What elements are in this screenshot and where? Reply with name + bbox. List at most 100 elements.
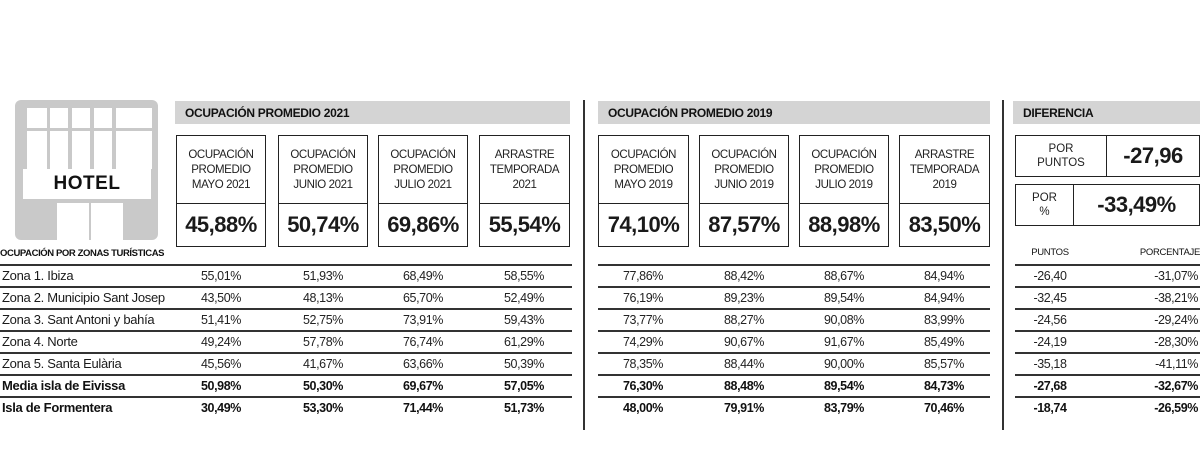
- vertical-divider: [583, 100, 585, 430]
- cell-2021: 76,74%: [403, 335, 443, 349]
- row-divider: [598, 286, 990, 288]
- diff-box-points: POR PUNTOS -27,96: [1015, 135, 1200, 177]
- diff-value: -33,49%: [1097, 192, 1176, 217]
- cell-2019: 89,23%: [724, 291, 764, 305]
- stat-value: 87,57%: [708, 212, 780, 237]
- cell-diff-percent: -29,24%: [1154, 313, 1198, 327]
- cell-2021: 49,24%: [201, 335, 241, 349]
- cell-2019: 88,48%: [724, 379, 764, 393]
- cell-diff-percent: -38,21%: [1154, 291, 1198, 305]
- cell-2021: 57,05%: [504, 379, 544, 393]
- cell-2021: 51,73%: [504, 401, 544, 415]
- col-header-porcentaje: PORCENTAJE: [1139, 247, 1200, 258]
- cell-2021: 52,49%: [504, 291, 544, 305]
- cell-2019: 84,94%: [924, 269, 964, 283]
- cell-2021: 73,91%: [403, 313, 443, 327]
- row-divider: [0, 330, 572, 332]
- hotel-sign: HOTEL: [23, 169, 151, 199]
- row-divider: [598, 374, 990, 376]
- zone-label: Media isla de Eivissa: [2, 378, 126, 393]
- stat-box-mayo-2021: OCUPACIÓN PROMEDIO MAYO 2021 45,88%: [176, 135, 266, 247]
- zone-label: Zona 3. Sant Antoni y bahía: [2, 312, 155, 327]
- stat-value: 45,88%: [185, 212, 257, 237]
- section-header-2019: OCUPACIÓN PROMEDIO 2019: [598, 101, 990, 124]
- row-divider: [0, 396, 572, 398]
- cell-diff-percent: -31,07%: [1154, 269, 1198, 283]
- cell-2021: 68,49%: [403, 269, 443, 283]
- hotel-building-icon: HOTEL: [15, 100, 158, 240]
- cell-2021: 41,67%: [303, 357, 343, 371]
- cell-2019: 79,91%: [724, 401, 764, 415]
- stat-value: 74,10%: [607, 212, 680, 237]
- cell-2019: 74,29%: [623, 335, 663, 349]
- cell-diff-points: -27,68: [1033, 379, 1067, 393]
- cell-2019: 90,00%: [824, 357, 864, 371]
- cell-2019: 76,30%: [623, 379, 663, 393]
- row-divider: [598, 396, 990, 398]
- zone-label: Zona 4. Norte: [2, 334, 78, 349]
- stat-box-junio-2021: OCUPACIÓN PROMEDIO JUNIO 2021 50,74%: [278, 135, 368, 247]
- cell-2019: 83,79%: [824, 401, 864, 415]
- table-caption: OCUPACIÓN POR ZONAS TURÍSTICAS: [0, 248, 165, 259]
- row-divider: [1015, 330, 1200, 332]
- stat-value: 55,54%: [488, 212, 561, 237]
- cell-2019: 84,73%: [924, 379, 964, 393]
- cell-diff-percent: -41,11%: [1155, 357, 1198, 371]
- cell-2021: 50,30%: [303, 379, 343, 393]
- stat-value: 69,86%: [387, 212, 459, 237]
- row-divider: [1015, 286, 1200, 288]
- stat-label: OCUPACIÓN PROMEDIO JULIO 2021: [379, 136, 467, 204]
- row-divider: [598, 308, 990, 310]
- row-divider: [0, 308, 572, 310]
- stat-label: OCUPACIÓN PROMEDIO JUNIO 2021: [279, 136, 367, 204]
- diff-value: -27,96: [1123, 143, 1183, 168]
- cell-2019: 83,99%: [924, 313, 964, 327]
- cell-2019: 85,49%: [924, 335, 964, 349]
- section-header-2021: OCUPACIÓN PROMEDIO 2021: [175, 101, 570, 124]
- cell-2021: 50,39%: [504, 357, 544, 371]
- cell-2021: 53,30%: [303, 401, 343, 415]
- vertical-divider: [1002, 100, 1004, 430]
- cell-diff-points: -26,40: [1033, 269, 1067, 283]
- cell-2019: 88,27%: [724, 313, 764, 327]
- row-divider: [598, 264, 990, 266]
- zone-label: Isla de Formentera: [2, 400, 113, 415]
- cell-2019: 48,00%: [623, 401, 663, 415]
- cell-diff-percent: -32,67%: [1154, 379, 1198, 393]
- cell-2019: 89,54%: [824, 379, 864, 393]
- row-divider: [1015, 352, 1200, 354]
- stat-label: OCUPACIÓN PROMEDIO MAYO 2019: [599, 136, 688, 204]
- cell-2021: 61,29%: [504, 335, 544, 349]
- row-divider: [1015, 374, 1200, 376]
- row-divider: [1015, 396, 1200, 398]
- cell-2021: 63,66%: [403, 357, 443, 371]
- row-divider: [1015, 308, 1200, 310]
- stat-box-arrastre-2021: ARRASTRE TEMPORADA 2021 55,54%: [479, 135, 570, 247]
- stat-label: OCUPACIÓN PROMEDIO JULIO 2019: [800, 136, 888, 204]
- row-divider: [1015, 264, 1200, 266]
- cell-2019: 78,35%: [623, 357, 663, 371]
- cell-2019: 88,67%: [824, 269, 864, 283]
- cell-2021: 58,55%: [504, 269, 544, 283]
- cell-2021: 55,01%: [201, 269, 241, 283]
- cell-2021: 51,93%: [303, 269, 343, 283]
- stat-value: 50,74%: [287, 212, 359, 237]
- cell-2021: 59,43%: [504, 313, 544, 327]
- stat-box-arrastre-2019: ARRASTRE TEMPORADA 2019 83,50%: [899, 135, 990, 247]
- cell-2021: 52,75%: [303, 313, 343, 327]
- cell-2019: 90,67%: [724, 335, 764, 349]
- cell-2019: 88,42%: [724, 269, 764, 283]
- cell-2019: 84,94%: [924, 291, 964, 305]
- cell-diff-percent: -28,30%: [1154, 335, 1198, 349]
- cell-diff-percent: -26,59%: [1154, 401, 1198, 415]
- cell-2019: 85,57%: [924, 357, 964, 371]
- zone-label: Zona 2. Municipio Sant Josep: [2, 290, 165, 305]
- cell-2019: 76,19%: [623, 291, 663, 305]
- cell-diff-points: -24,19: [1033, 335, 1067, 349]
- cell-2019: 89,54%: [824, 291, 864, 305]
- zone-label: Zona 1. Ibiza: [2, 268, 74, 283]
- cell-2021: 43,50%: [201, 291, 241, 305]
- stat-label: ARRASTRE TEMPORADA 2021: [480, 136, 569, 204]
- diff-label: POR%: [1016, 185, 1074, 225]
- stat-value: 88,98%: [808, 212, 880, 237]
